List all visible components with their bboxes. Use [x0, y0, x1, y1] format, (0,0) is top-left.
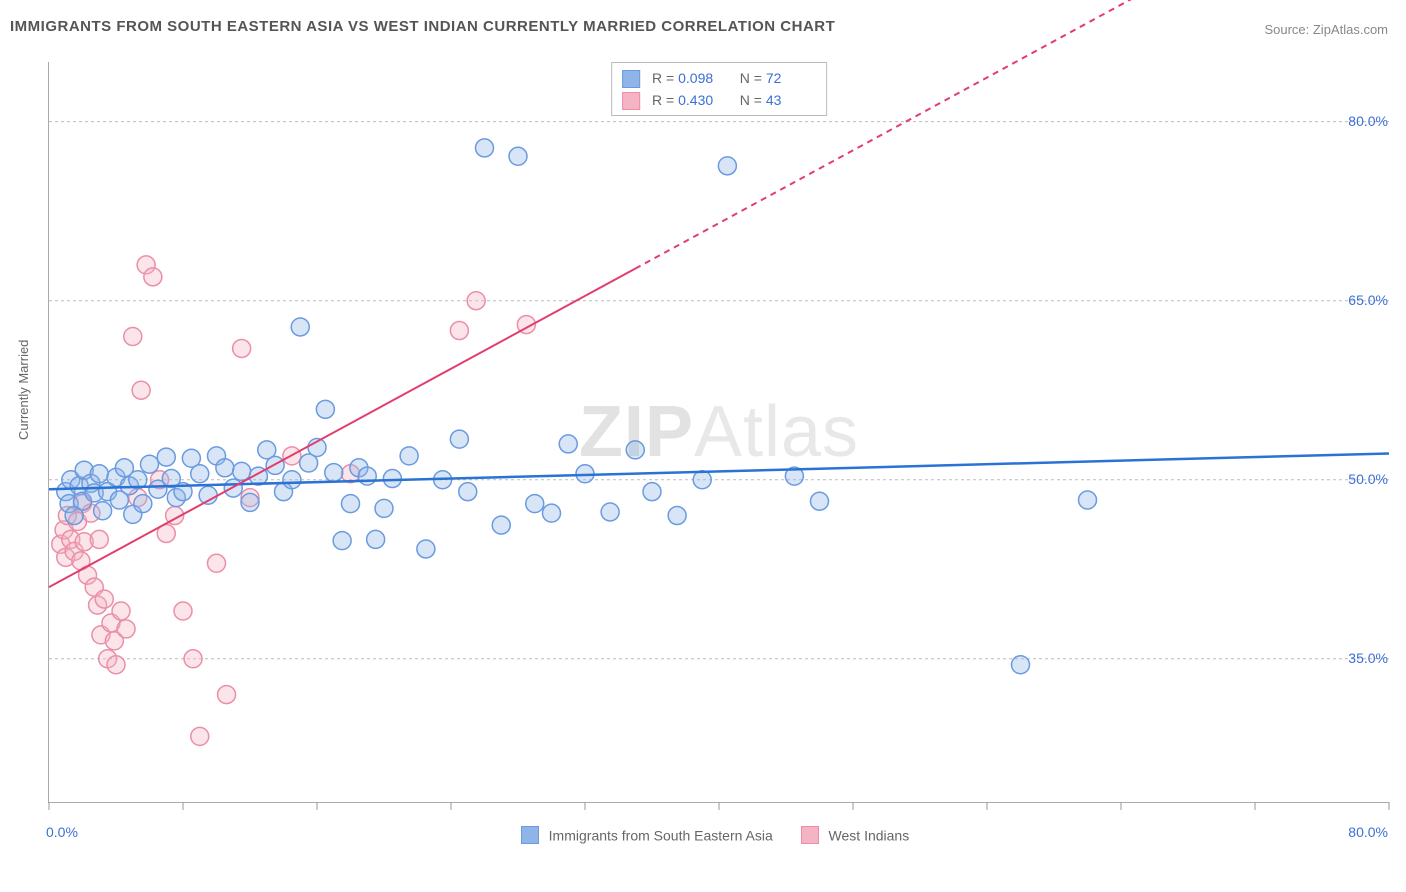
n-value-wi: 43: [766, 89, 816, 111]
r-value-sea: 0.098: [678, 67, 728, 89]
source-label: Source: ZipAtlas.com: [1264, 22, 1388, 37]
chart-container: IMMIGRANTS FROM SOUTH EASTERN ASIA VS WE…: [0, 0, 1406, 892]
legend-label-sea: Immigrants from South Eastern Asia: [549, 827, 773, 843]
legend-row-wi: R = 0.430 N = 43: [622, 89, 816, 111]
y-axis-label: Currently Married: [16, 340, 31, 440]
r-value-wi: 0.430: [678, 89, 728, 111]
r-prefix: R =: [652, 70, 674, 86]
swatch-sea-icon: [622, 70, 640, 88]
legend-correlation: R = 0.098 N = 72 R = 0.430 N = 43: [611, 62, 827, 116]
y-tick-label: 65.0%: [1348, 292, 1388, 308]
legend-series: Immigrants from South Eastern Asia West …: [0, 826, 1406, 844]
r-prefix: R =: [652, 92, 674, 108]
chart-svg: [49, 62, 1389, 802]
n-value-sea: 72: [766, 67, 816, 89]
swatch-wi-icon: [622, 92, 640, 110]
legend-row-sea: R = 0.098 N = 72: [622, 67, 816, 89]
n-prefix: N =: [740, 92, 762, 108]
chart-title: IMMIGRANTS FROM SOUTH EASTERN ASIA VS WE…: [10, 18, 835, 35]
y-tick-label: 80.0%: [1348, 113, 1388, 129]
plot-area: ZIPAtlas R = 0.098 N = 72 R = 0.430 N = …: [48, 62, 1389, 803]
swatch-sea-icon: [521, 826, 539, 844]
legend-label-wi: West Indians: [829, 827, 910, 843]
y-tick-label: 50.0%: [1348, 471, 1388, 487]
y-tick-label: 35.0%: [1348, 650, 1388, 666]
swatch-wi-icon: [801, 826, 819, 844]
n-prefix: N =: [740, 70, 762, 86]
